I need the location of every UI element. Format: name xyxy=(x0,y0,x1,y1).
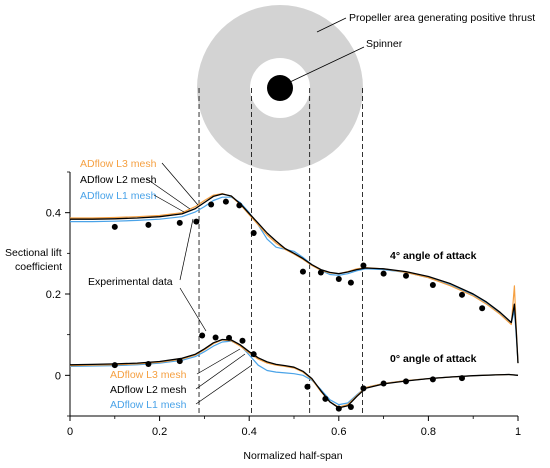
experimental-points xyxy=(111,198,486,412)
x-tick-label-4: 0.8 xyxy=(421,426,436,438)
exp-point-aoa0 xyxy=(322,395,329,402)
exp-point-aoa4 xyxy=(429,282,436,289)
x-axis-title: Normalized half-span xyxy=(243,450,342,462)
leader-l3-bottom xyxy=(196,348,241,375)
leader-l3-top xyxy=(161,162,199,206)
exp-point-aoa4 xyxy=(145,221,152,228)
legend-l2-top: ADflow L2 mesh xyxy=(80,174,157,186)
exp-point-aoa4 xyxy=(347,279,354,286)
exp-point-aoa0 xyxy=(347,404,354,411)
y-axis-title-line1: Sectional lift xyxy=(5,247,62,259)
legend-l3-top: ADflow L3 mesh xyxy=(80,158,157,170)
spinner-leader xyxy=(289,46,365,83)
y-tick-label-0: 0 xyxy=(55,370,61,382)
spinner-label: Spinner xyxy=(366,38,403,50)
propeller-area-leader xyxy=(316,17,347,33)
leader-l2-top xyxy=(146,178,191,210)
y-tick-label-2: 0.4 xyxy=(46,208,61,220)
exp-point-aoa4 xyxy=(403,272,409,279)
y-tick-label-1: 0.2 xyxy=(46,289,61,301)
exp-point-aoa4 xyxy=(236,202,243,209)
legend-l2-bottom: ADflow L2 mesh xyxy=(110,384,187,396)
legend-l1-bottom: ADflow L1 mesh xyxy=(110,399,187,411)
leader-l1-bottom xyxy=(195,364,253,405)
spinner-hub xyxy=(267,75,293,101)
exp-point-aoa4 xyxy=(335,275,342,282)
aoa0-label: 0° angle of attack xyxy=(390,353,477,365)
exp-point-aoa4 xyxy=(193,218,200,225)
leader-exp-bottom xyxy=(179,287,207,332)
exp-point-aoa4 xyxy=(360,262,367,269)
exp-point-aoa0 xyxy=(459,375,465,382)
exp-point-aoa4 xyxy=(317,269,324,276)
propeller-area-label: Propeller area generating positive thrus… xyxy=(349,12,535,24)
exp-point-aoa0 xyxy=(176,358,183,365)
exp-point-aoa0 xyxy=(212,334,219,341)
exp-point-aoa4 xyxy=(222,198,229,205)
x-tick-label-0: 0 xyxy=(67,426,73,438)
x-tick-label-3: 0.6 xyxy=(331,426,346,438)
series-0deg-adflow-l2-mesh xyxy=(69,338,519,409)
legend-l3-bottom: ADflow L3 mesh xyxy=(110,369,187,381)
propeller-boundary-lines xyxy=(198,88,363,416)
exp-point-aoa4 xyxy=(208,201,215,208)
legend-l1-top: ADflow L1 mesh xyxy=(80,190,157,202)
exp-point-aoa4 xyxy=(299,268,306,275)
series-4deg-adflow-l1-mesh xyxy=(70,196,519,364)
exp-point-aoa4 xyxy=(479,305,486,312)
exp-point-aoa4 xyxy=(250,230,257,236)
leader-l2-bottom xyxy=(195,353,246,390)
exp-point-aoa0 xyxy=(199,332,206,339)
exp-point-aoa4 xyxy=(111,223,118,230)
x-tick-label-1: 0.2 xyxy=(152,426,167,438)
exp-point-aoa4 xyxy=(380,270,387,277)
series-4deg-adflow-l3-mesh xyxy=(70,193,519,364)
exp-point-aoa0 xyxy=(429,376,436,383)
exp-point-aoa0 xyxy=(335,405,342,412)
exp-point-aoa0 xyxy=(250,351,257,358)
exp-point-aoa0 xyxy=(360,385,367,392)
series-layer xyxy=(69,193,519,409)
experimental-label: Experimental data xyxy=(88,276,173,288)
annotations: ADflow L3 mesh ADflow L2 mesh ADflow L1 … xyxy=(80,158,477,411)
series-4deg-adflow-l2-mesh xyxy=(70,193,519,364)
aoa4-label: 4° angle of attack xyxy=(390,250,477,262)
exp-point-aoa4 xyxy=(176,219,183,226)
exp-point-aoa0 xyxy=(304,383,311,390)
exp-point-aoa0 xyxy=(239,337,246,344)
axes: 0 0.2 0.4 0.6 0.8 1 0 0.2 0.4 xyxy=(46,171,521,438)
leader-l1-top xyxy=(153,194,185,213)
x-tick-label-2: 0.4 xyxy=(242,426,257,438)
exp-point-aoa0 xyxy=(145,360,152,367)
exp-point-aoa0 xyxy=(403,378,409,385)
leader-exp-top xyxy=(179,218,194,281)
y-axis-title-line2: coefficient xyxy=(15,261,62,273)
exp-point-aoa0 xyxy=(380,380,387,387)
exp-point-aoa4 xyxy=(459,291,465,298)
propeller-illustration: Propeller area generating positive thrus… xyxy=(197,5,535,171)
exp-point-aoa0 xyxy=(111,362,118,369)
exp-point-aoa0 xyxy=(226,334,233,341)
x-tick-label-5: 1 xyxy=(515,426,521,438)
